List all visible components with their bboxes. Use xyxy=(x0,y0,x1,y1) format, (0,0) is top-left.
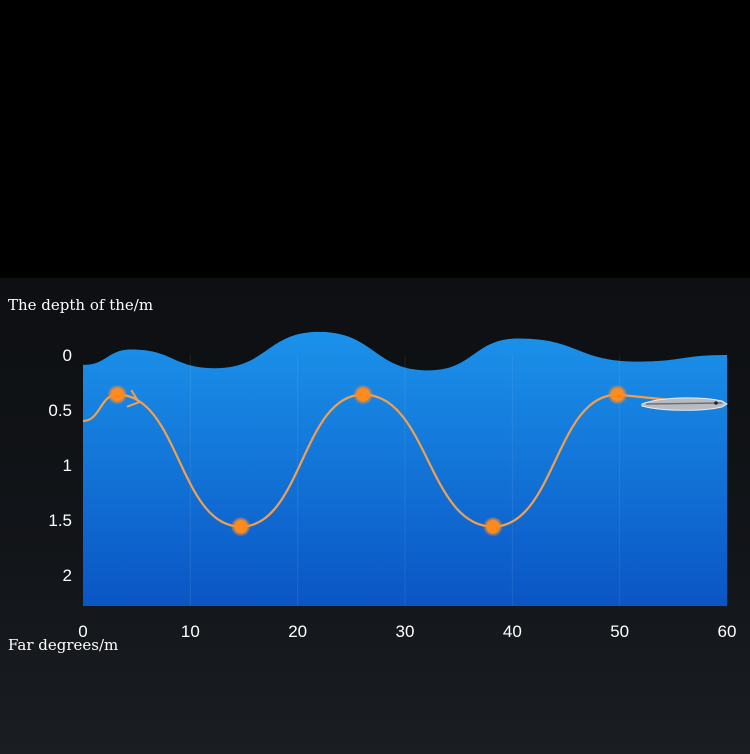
y-axis-label: The depth of the/m xyxy=(8,296,154,314)
x-tick-label: 60 xyxy=(718,622,737,641)
fishing-lure-icon xyxy=(641,397,728,411)
y-tick-label: 1 xyxy=(63,456,72,475)
path-point-marker xyxy=(230,516,251,537)
x-tick-label: 20 xyxy=(288,622,307,641)
x-axis-label: Far degrees/m xyxy=(8,636,119,654)
direction-arrow-icon xyxy=(126,389,141,408)
x-tick-label: 40 xyxy=(503,622,522,641)
x-tick-label: 10 xyxy=(181,622,200,641)
x-tick-label: 0 xyxy=(78,622,87,641)
water-area xyxy=(83,331,727,606)
lure-path-line xyxy=(82,393,716,528)
y-tick-label: 0.5 xyxy=(48,401,72,420)
y-tick-label: 1.5 xyxy=(48,511,72,530)
path-point-marker xyxy=(607,384,628,405)
x-tick-label: 50 xyxy=(610,622,629,641)
x-tick-label: 30 xyxy=(396,622,415,641)
y-tick-label: 0 xyxy=(63,346,72,365)
path-point-marker xyxy=(483,516,504,537)
y-tick-label: 2 xyxy=(63,566,72,585)
path-point-marker xyxy=(107,384,128,405)
path-point-marker xyxy=(353,384,374,405)
